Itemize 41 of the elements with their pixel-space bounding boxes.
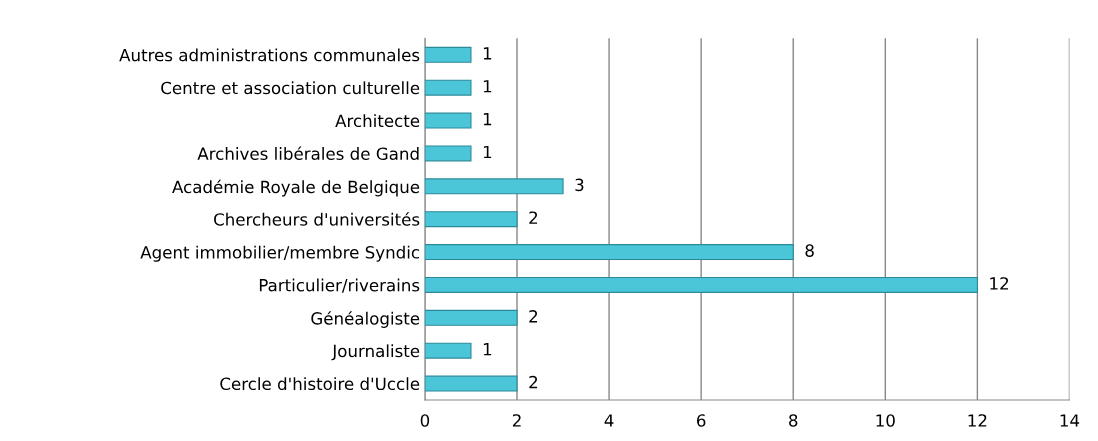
y-tick-label: Agent immobilier/membre Syndic (140, 245, 420, 262)
data-label: 1 (483, 80, 492, 93)
data-label: 1 (483, 145, 492, 159)
bar (424, 145, 472, 162)
y-tick-label: Archives libérales de Gand (197, 146, 419, 160)
y-tick-label: Cercle d'histoire d'Uccle (220, 377, 420, 391)
y-tick-label: Journaliste (331, 344, 420, 361)
y-tick-label: Centre et association culturelle (161, 81, 420, 95)
y-tick-label: Autres administrations communales (119, 48, 420, 62)
data-label: 1 (483, 47, 492, 60)
bar (424, 79, 472, 96)
x-tick-label: 8 (789, 414, 798, 427)
y-tick-label: Architecte (335, 114, 420, 128)
x-tick-label: 12 (968, 414, 987, 427)
y-tick-label: Académie Royale de Belgique (172, 179, 420, 197)
data-label: 1 (483, 343, 492, 356)
y-tick-label: Chercheurs d'universités (214, 212, 420, 226)
x-tick-label: 2 (512, 414, 521, 427)
data-label: 12 (990, 277, 1009, 290)
y-tick-label: Généalogiste (311, 311, 420, 328)
x-tick-label: 6 (697, 414, 706, 427)
x-tick-label: 0 (420, 414, 430, 427)
data-label: 1 (483, 113, 492, 126)
data-label: 2 (529, 310, 538, 323)
bar (424, 342, 472, 359)
bar (424, 46, 472, 63)
data-label: 2 (529, 375, 538, 389)
y-tick-label: Particulier/riverains (259, 278, 420, 293)
bar (424, 112, 472, 129)
bar (424, 276, 978, 293)
x-tick-label: 14 (1060, 414, 1080, 427)
bar (424, 309, 518, 326)
data-label: 3 (575, 178, 584, 192)
bar (424, 178, 564, 195)
bar (424, 244, 794, 261)
data-label: 8 (805, 244, 814, 257)
bar (424, 375, 518, 392)
x-tick-label: 4 (604, 414, 614, 427)
data-label: 2 (529, 211, 538, 224)
x-tick-label: 10 (876, 414, 895, 427)
bar (424, 211, 518, 228)
